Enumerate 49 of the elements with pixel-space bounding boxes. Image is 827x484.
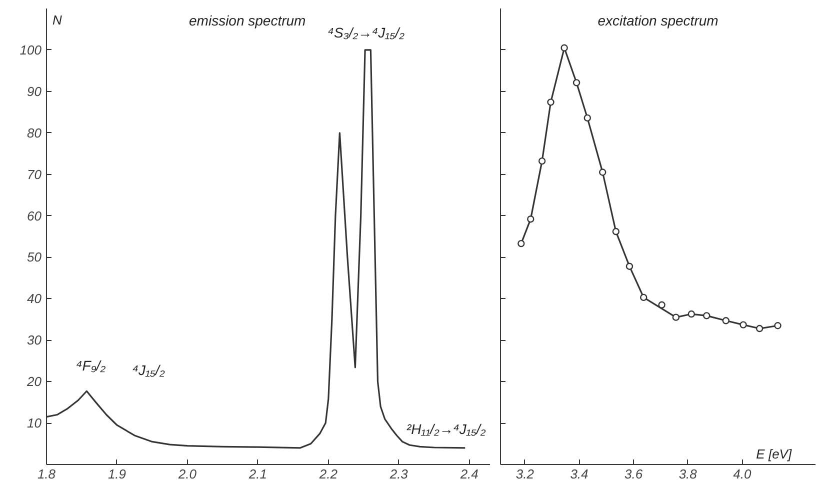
point bbox=[560, 44, 568, 52]
chart-title: excitation spectrum bbox=[598, 12, 719, 28]
y-tick-label: 50 bbox=[27, 250, 42, 265]
point bbox=[658, 301, 666, 308]
point bbox=[612, 228, 620, 236]
x-tick-label: 3.4 bbox=[570, 466, 588, 482]
annotation: ⁴J₁₅/₂ bbox=[132, 362, 166, 378]
point bbox=[626, 262, 634, 270]
y-tick-label: 80 bbox=[27, 125, 42, 140]
x-tick-label: 1.9 bbox=[108, 466, 126, 482]
annotation: ²H₁₁/₂→⁴J₁₅/₂ bbox=[406, 421, 486, 438]
point bbox=[740, 321, 747, 328]
x-tick-label: 2.4 bbox=[459, 466, 478, 482]
y-tick-label: 40 bbox=[27, 291, 42, 306]
y-tick-label: 30 bbox=[27, 332, 42, 348]
point bbox=[688, 310, 695, 318]
x-tick-label: 2.2 bbox=[318, 466, 338, 482]
x-tick-label: 4.0 bbox=[733, 466, 752, 482]
y-tick-label: 20 bbox=[26, 374, 42, 390]
point bbox=[538, 157, 546, 165]
y-tick-label: 10 bbox=[27, 416, 42, 431]
point bbox=[722, 317, 730, 324]
y-axis-title: N bbox=[52, 12, 62, 28]
x-tick-label: 1.8 bbox=[37, 466, 56, 482]
point bbox=[527, 215, 534, 223]
x-tick-label: 3.8 bbox=[678, 466, 698, 482]
x-tick-label: 2.3 bbox=[388, 466, 409, 482]
point bbox=[518, 240, 525, 248]
point bbox=[547, 98, 554, 106]
annotation: ⁴F₉/₂ bbox=[76, 357, 106, 374]
point bbox=[756, 324, 764, 332]
point bbox=[703, 312, 710, 320]
x-tick-label: 3.2 bbox=[516, 466, 535, 482]
point bbox=[640, 294, 648, 302]
point bbox=[774, 322, 782, 330]
chart-title: emission spectrum bbox=[189, 12, 306, 28]
point bbox=[599, 168, 606, 176]
x-axis-title: E [eV] bbox=[756, 446, 792, 462]
y-tick-label: 90 bbox=[27, 84, 42, 99]
annotation: ⁴S₃/₂→⁴J₁₅/₂ bbox=[328, 24, 406, 40]
x-tick-label: 2.0 bbox=[177, 466, 198, 482]
y-tick-label: 100 bbox=[20, 42, 42, 58]
point bbox=[584, 114, 591, 122]
point bbox=[672, 314, 680, 321]
point bbox=[572, 79, 580, 86]
x-tick-label: 2.1 bbox=[248, 466, 267, 482]
y-tick-label: 60 bbox=[27, 208, 42, 224]
y-tick-label: 70 bbox=[27, 166, 42, 182]
x-tick-label: 3.6 bbox=[624, 466, 644, 482]
